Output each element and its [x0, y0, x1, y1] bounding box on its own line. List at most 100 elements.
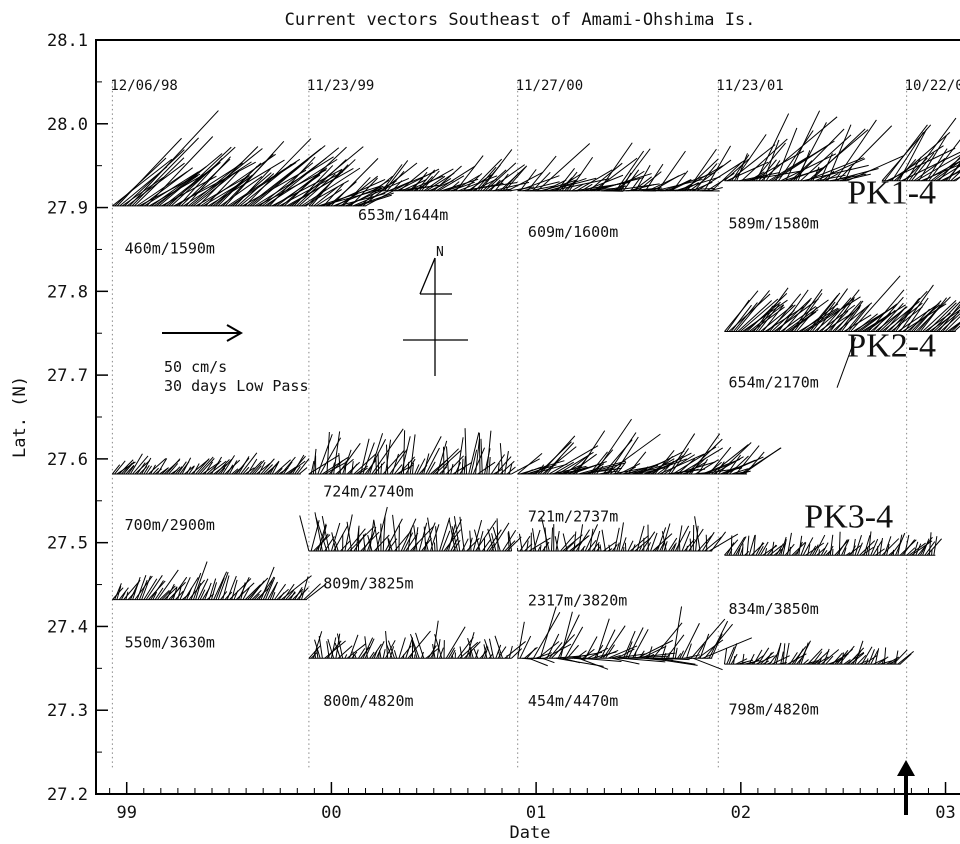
current-vector — [197, 146, 259, 207]
current-vector — [791, 541, 806, 556]
current-vector — [362, 442, 375, 475]
current-vector — [861, 546, 874, 556]
current-vector — [473, 529, 481, 552]
current-vector — [382, 515, 386, 552]
current-vector — [532, 528, 537, 552]
current-vector — [638, 650, 645, 659]
current-vector — [771, 541, 775, 556]
mooring-leader-line — [836, 337, 856, 388]
current-vector — [814, 650, 830, 665]
current-vector — [497, 462, 500, 475]
current-vector — [330, 522, 341, 552]
current-vector — [481, 538, 492, 552]
current-vector — [394, 531, 411, 552]
current-vector — [548, 445, 599, 475]
current-vector — [845, 552, 851, 556]
current-vector — [262, 464, 273, 475]
current-vector — [324, 640, 346, 659]
current-vector — [793, 292, 823, 332]
current-vector — [508, 645, 513, 659]
current-vector — [482, 169, 507, 192]
current-vector — [913, 541, 919, 556]
scale-filter-label: 30 days Low Pass — [164, 377, 309, 395]
current-vector — [265, 577, 276, 600]
current-vector — [394, 464, 403, 475]
current-vector — [596, 173, 652, 192]
current-vector — [231, 468, 239, 475]
current-vector — [641, 466, 649, 475]
current-vector — [445, 455, 464, 475]
current-vector — [475, 439, 480, 475]
current-vector — [872, 658, 885, 665]
current-vector — [418, 522, 428, 552]
current-vector — [377, 180, 397, 192]
current-vector — [188, 161, 243, 207]
current-vector — [906, 156, 922, 182]
current-vector — [294, 466, 301, 475]
current-vector — [789, 546, 791, 556]
current-vector — [492, 181, 530, 192]
current-vector — [136, 575, 147, 600]
current-vector — [708, 446, 732, 475]
current-vector — [582, 648, 595, 659]
current-vector — [588, 162, 623, 192]
current-vector — [694, 516, 701, 552]
current-vector — [393, 650, 398, 659]
current-vector — [305, 583, 327, 601]
current-vector — [728, 643, 738, 665]
current-vector — [375, 506, 388, 552]
current-vector — [432, 644, 436, 659]
current-vector — [618, 463, 641, 475]
current-vector — [622, 169, 640, 192]
current-vector — [457, 637, 474, 659]
current-vector — [782, 299, 811, 332]
current-vector — [411, 171, 428, 192]
current-vector — [601, 529, 607, 552]
current-vector — [226, 464, 234, 475]
current-vector — [533, 611, 561, 659]
current-vector — [222, 575, 230, 600]
current-vector — [455, 155, 484, 192]
current-vector — [298, 467, 308, 475]
current-vector — [896, 158, 917, 182]
current-vector — [859, 540, 876, 556]
current-vector — [539, 435, 576, 475]
vector-series — [308, 428, 540, 475]
current-vector — [741, 653, 745, 665]
current-vector — [659, 541, 665, 552]
current-vector — [850, 545, 856, 556]
y-tick-label: 27.8 — [47, 282, 88, 302]
current-vector — [620, 172, 632, 192]
vector-series — [111, 452, 310, 475]
current-vector — [400, 518, 417, 552]
current-vector — [195, 583, 202, 600]
current-vector — [681, 623, 700, 659]
current-vector — [205, 170, 240, 207]
current-vector — [186, 466, 192, 475]
current-vector — [470, 158, 503, 192]
current-vector — [895, 297, 921, 332]
current-vector — [679, 447, 723, 475]
vector-series — [724, 110, 905, 182]
current-vector — [820, 542, 829, 556]
current-vector — [546, 456, 562, 475]
current-vector — [708, 620, 729, 659]
current-vector — [508, 463, 513, 475]
current-vector — [949, 322, 960, 332]
current-vector — [657, 150, 686, 192]
x-axis-label: Date — [510, 823, 551, 843]
current-vector — [874, 648, 880, 665]
current-vector — [559, 177, 573, 192]
current-vector — [897, 534, 903, 556]
current-vector — [483, 644, 488, 659]
current-vector — [562, 534, 583, 552]
current-vector — [623, 630, 636, 659]
current-vector — [663, 652, 667, 659]
current-vector — [645, 653, 655, 659]
current-vector — [564, 452, 592, 475]
current-vector — [568, 156, 594, 192]
current-vector — [753, 649, 763, 665]
current-vector — [898, 128, 928, 181]
current-vector — [448, 647, 455, 659]
current-vector — [242, 466, 250, 475]
